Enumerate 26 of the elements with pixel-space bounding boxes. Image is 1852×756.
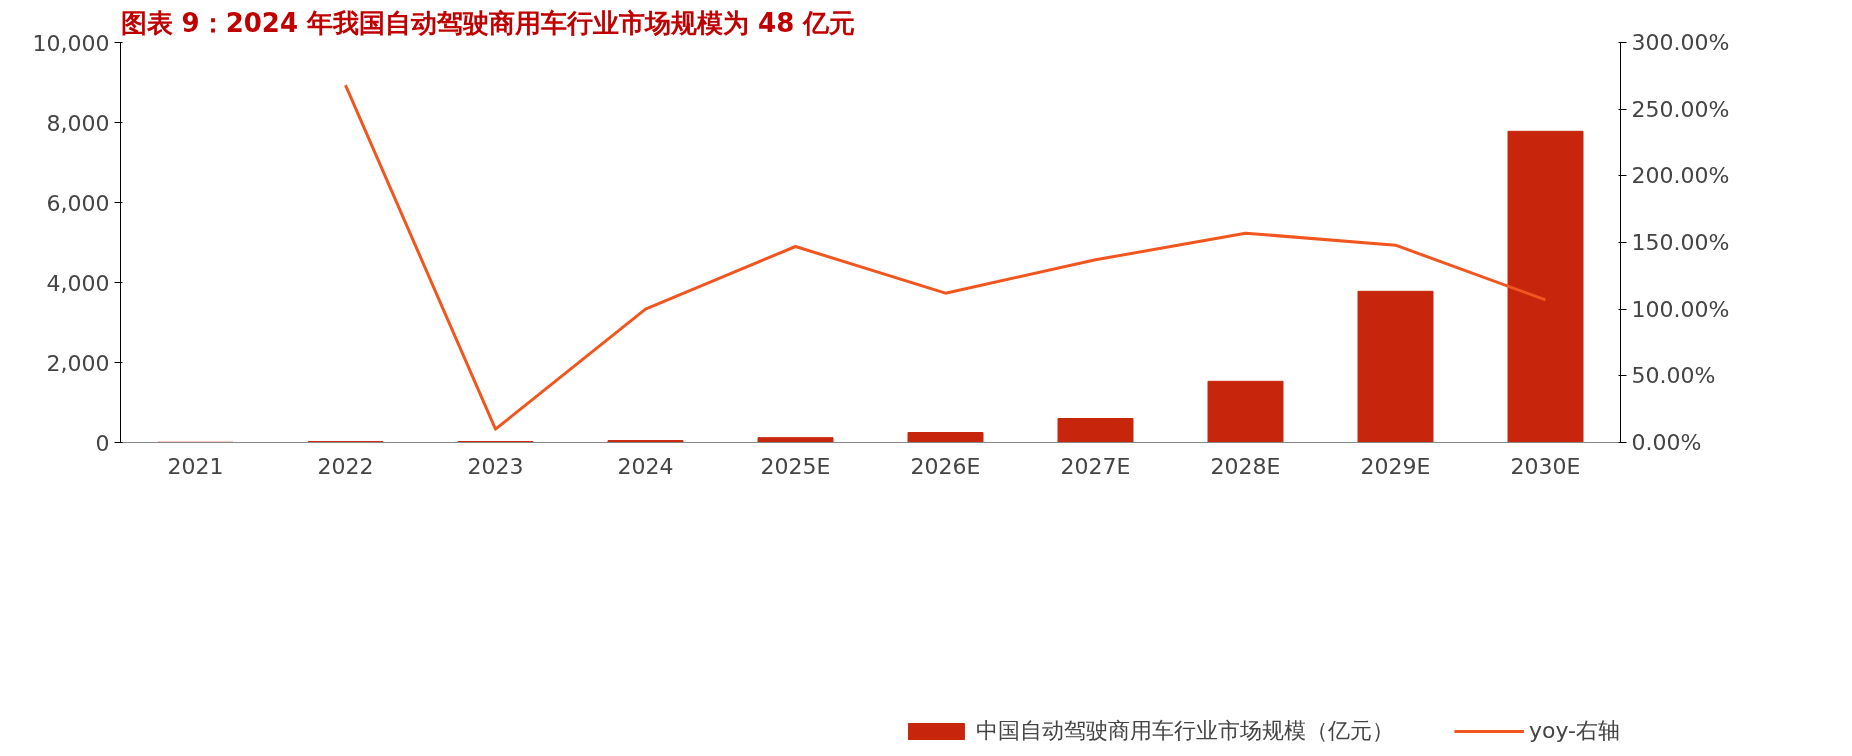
legend-label: yoy-右轴 <box>1528 717 1620 745</box>
y-tick-label: 6,000 <box>46 190 110 216</box>
y-tick-label: 8,000 <box>46 110 110 136</box>
chart-title: 图表 9：2024 年我国自动驾驶商用车行业市场规模为 48 亿元 <box>120 7 856 38</box>
y2-tick-label: 100.00% <box>1631 296 1730 322</box>
y2-tick-label: 0.00% <box>1631 430 1702 455</box>
x-tick-label: 2025E <box>760 453 831 479</box>
x-tick-label: 2021 <box>167 453 224 479</box>
x-tick-label: 2024 <box>617 453 674 479</box>
y-tick-label: 4,000 <box>46 270 110 296</box>
x-tick-label: 2027E <box>1060 453 1131 479</box>
x-tick-label: 2029E <box>1360 453 1431 479</box>
y-tick-label: 2,000 <box>46 350 110 376</box>
y2-tick-label: 250.00% <box>1631 96 1730 122</box>
x-tick-label: 2023 <box>467 453 524 479</box>
x-tick-label: 2028E <box>1210 453 1281 479</box>
y-tick-label: 10,000 <box>32 30 110 56</box>
y2-tick-label: 300.00% <box>1631 30 1730 55</box>
y-tick-label: 0 <box>95 430 110 456</box>
y2-tick-label: 200.00% <box>1631 163 1730 189</box>
x-tick-label: 2022 <box>317 453 374 479</box>
x-tick-label: 2026E <box>910 453 981 479</box>
legend-label: 中国自动驾驶商用车行业市场规模（亿元） <box>975 717 1394 745</box>
y2-tick-label: 150.00% <box>1631 230 1730 255</box>
x-tick-label: 2030E <box>1510 453 1581 479</box>
y2-tick-label: 50.00% <box>1631 363 1716 389</box>
